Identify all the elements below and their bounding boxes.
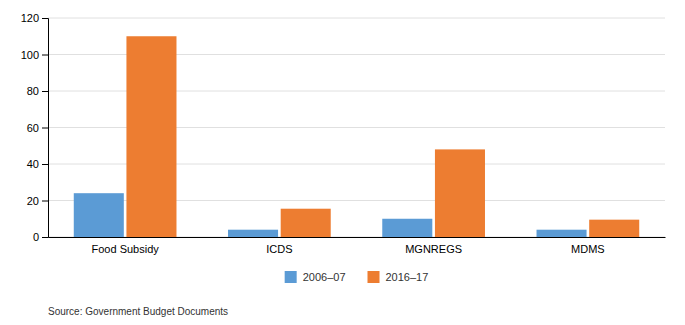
legend-item: 2016–17 — [368, 271, 429, 283]
source-note: Source: Government Budget Documents — [48, 306, 228, 317]
y-tick: 120 — [21, 12, 48, 24]
y-tick-mark — [42, 237, 48, 238]
y-tick-label: 100 — [21, 49, 39, 61]
bar — [228, 230, 278, 237]
bar — [435, 149, 485, 237]
y-tick-mark — [42, 201, 48, 202]
x-axis: Food Subsidy ICDS MGNREGS MDMS — [49, 238, 666, 255]
bar — [126, 36, 176, 237]
bar — [281, 209, 331, 237]
bar-series — [126, 36, 639, 237]
x-axis-line — [49, 237, 666, 238]
bar — [382, 219, 432, 237]
y-tick-mark — [42, 164, 48, 165]
bar — [537, 230, 587, 237]
y-tick-label: 0 — [33, 231, 39, 243]
plot-area: 0 20 40 60 80 100 120 Food Subsidy ICDS MGNREGS MD… — [21, 12, 666, 255]
x-tick: MDMS — [571, 243, 605, 255]
legend-label: 2006–07 — [303, 271, 346, 283]
legend-swatch — [285, 271, 297, 283]
chart-svg: 0 20 40 60 80 100 120 Food Subsidy ICDS MGNREGS MD… — [0, 0, 685, 325]
x-tick-label: ICDS — [266, 243, 292, 255]
x-tick: MGNREGS — [405, 243, 462, 255]
bars — [74, 36, 639, 237]
grid-line — [48, 18, 665, 19]
legend-item: 2006–07 — [285, 271, 346, 283]
legend-label: 2016–17 — [386, 271, 429, 283]
x-tick-label: MDMS — [571, 243, 605, 255]
x-tick: ICDS — [266, 243, 292, 255]
y-tick: 0 — [33, 231, 48, 243]
y-tick: 40 — [27, 158, 48, 170]
y-tick-mark — [42, 18, 48, 19]
x-tick-label: Food Subsidy — [91, 243, 159, 255]
x-tick: Food Subsidy — [91, 243, 159, 255]
y-tick: 60 — [27, 122, 48, 134]
legend-swatch — [368, 271, 380, 283]
bar — [589, 220, 639, 237]
grid — [48, 18, 665, 237]
bar — [74, 193, 124, 237]
y-tick-label: 60 — [27, 122, 39, 134]
y-tick-mark — [42, 128, 48, 129]
y-axis-line — [42, 19, 49, 238]
y-axis: 0 20 40 60 80 100 120 — [21, 12, 49, 243]
y-tick-mark — [42, 91, 48, 92]
y-tick: 100 — [21, 49, 48, 61]
y-tick: 20 — [27, 195, 48, 207]
y-tick-label: 120 — [21, 12, 39, 24]
y-tick-label: 80 — [27, 85, 39, 97]
chart-container: 0 20 40 60 80 100 120 Food Subsidy ICDS MGNREGS MD… — [0, 0, 685, 325]
y-tick: 80 — [27, 85, 48, 97]
y-tick-label: 40 — [27, 158, 39, 170]
y-tick-mark — [42, 55, 48, 56]
y-tick-label: 20 — [27, 195, 39, 207]
x-tick-label: MGNREGS — [405, 243, 462, 255]
legend: 2006–07 2016–17 — [285, 271, 429, 283]
